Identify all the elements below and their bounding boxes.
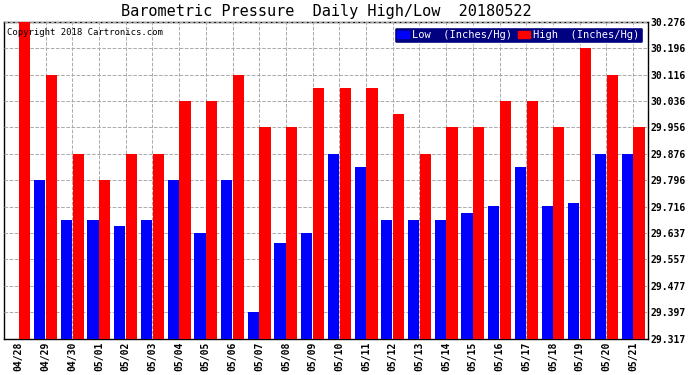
Bar <box>500 101 511 339</box>
Bar <box>526 101 538 339</box>
Bar <box>366 88 377 339</box>
Bar <box>99 180 110 339</box>
Bar <box>569 203 580 339</box>
Bar <box>248 312 259 339</box>
Bar <box>301 233 313 339</box>
Bar <box>633 128 644 339</box>
Bar <box>607 75 618 339</box>
Bar <box>462 213 473 339</box>
Bar <box>553 128 564 339</box>
Bar <box>206 101 217 339</box>
Bar <box>393 114 404 339</box>
Bar <box>72 154 83 339</box>
Bar <box>595 154 606 339</box>
Text: Copyright 2018 Cartronics.com: Copyright 2018 Cartronics.com <box>8 28 164 37</box>
Bar <box>488 207 500 339</box>
Bar <box>339 88 351 339</box>
Bar <box>446 128 457 339</box>
Bar <box>542 207 553 339</box>
Bar <box>168 180 179 339</box>
Title: Barometric Pressure  Daily High/Low  20180522: Barometric Pressure Daily High/Low 20180… <box>121 4 531 19</box>
Bar <box>328 154 339 339</box>
Bar <box>382 220 393 339</box>
Bar <box>195 233 206 339</box>
Bar <box>152 154 164 339</box>
Bar <box>286 128 297 339</box>
Bar <box>435 220 446 339</box>
Bar <box>221 180 233 339</box>
Bar <box>115 226 126 339</box>
Bar <box>408 220 420 339</box>
Bar <box>61 220 72 339</box>
Bar <box>126 154 137 339</box>
Bar <box>34 180 46 339</box>
Bar <box>275 243 286 339</box>
Bar <box>259 128 270 339</box>
Bar <box>233 75 244 339</box>
Bar <box>622 154 633 339</box>
Bar <box>179 101 190 339</box>
Bar <box>19 22 30 339</box>
Bar <box>580 48 591 339</box>
Bar <box>473 128 484 339</box>
Bar <box>355 167 366 339</box>
Bar <box>420 154 431 339</box>
Bar <box>515 167 526 339</box>
Legend: Low  (Inches/Hg), High  (Inches/Hg): Low (Inches/Hg), High (Inches/Hg) <box>393 27 642 43</box>
Bar <box>46 75 57 339</box>
Bar <box>141 220 152 339</box>
Bar <box>88 220 99 339</box>
Bar <box>313 88 324 339</box>
